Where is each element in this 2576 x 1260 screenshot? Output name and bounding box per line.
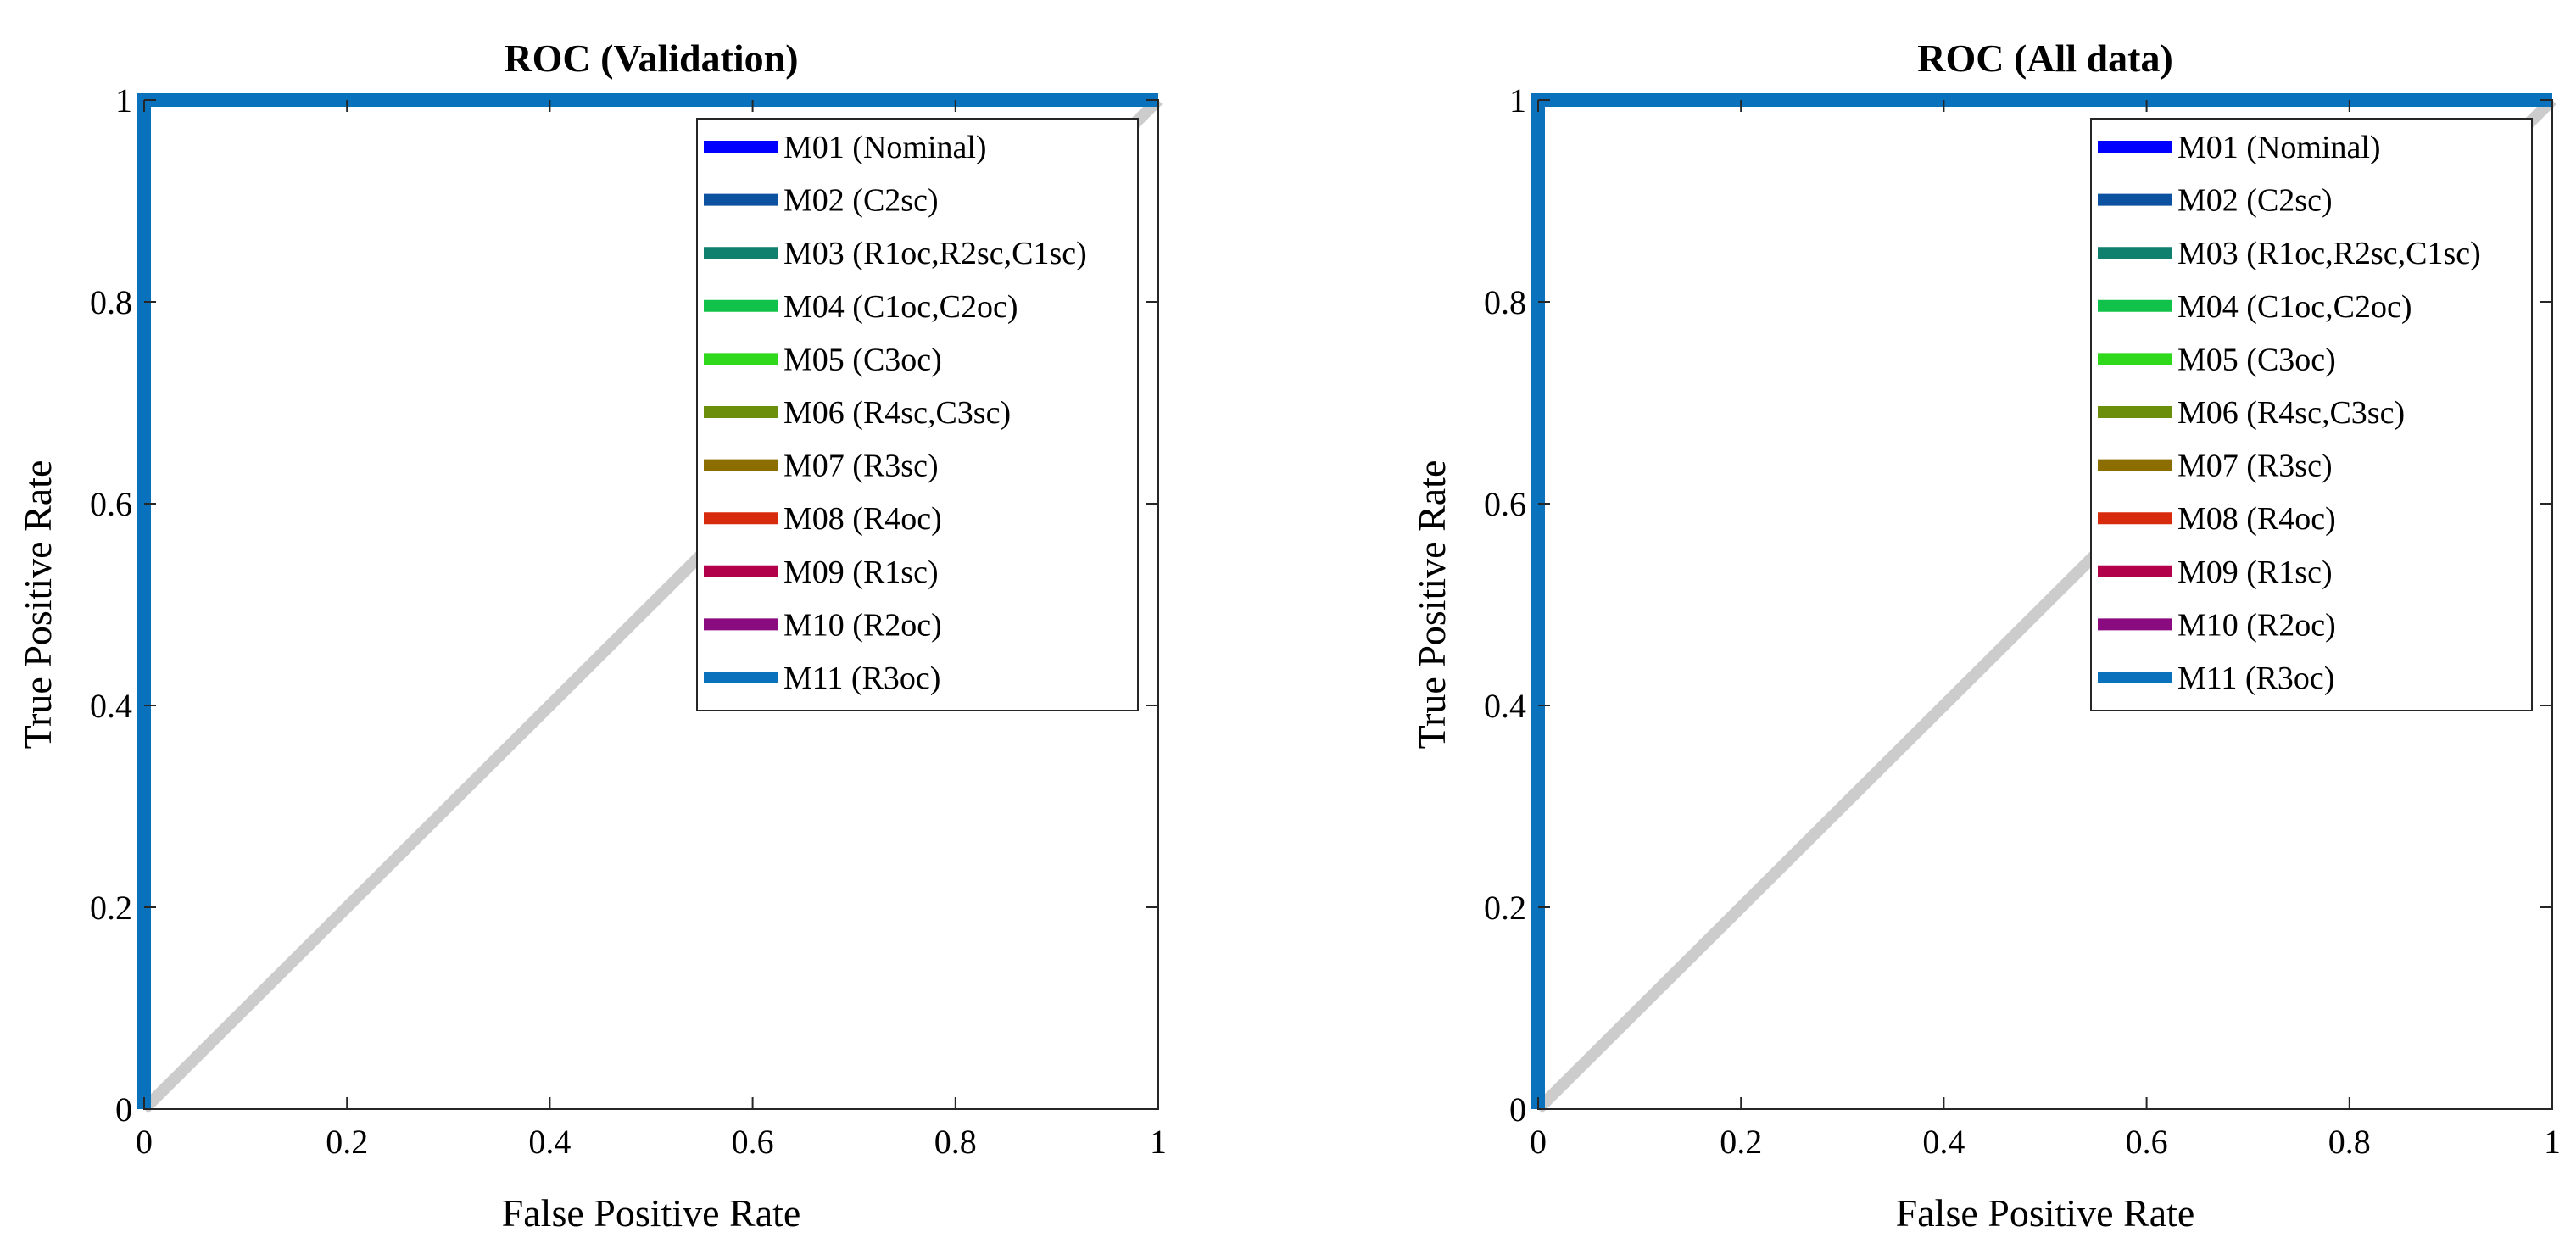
y-tick-label: 0	[1509, 1090, 1526, 1129]
y-tick-label: 0.4	[1484, 687, 1526, 725]
y-tick-label: 0	[115, 1090, 132, 1129]
roc-validation-panel: 0 0.2 0.4 0.6 0.8 1 0 0.2 0.4 0.6 0.8 1 ROC (Validat…	[16, 36, 1167, 1235]
y-tick-label: 0.6	[90, 485, 132, 523]
x-tick-label: 0.4	[528, 1123, 571, 1161]
y-axis-label: True Positive Rate	[16, 460, 59, 750]
chart-title: ROC (Validation)	[504, 36, 798, 80]
x-tick-label: 1	[2544, 1123, 2561, 1161]
legend-entry-10: M10 (R2oc)	[783, 607, 942, 643]
y-tick-label: 0.6	[1484, 485, 1526, 523]
legend: M01 (Nominal) M02 (C2sc) M03 (R1oc,R2sc,C1…	[696, 118, 1139, 711]
legend-entry-7: M07 (R3sc)	[783, 449, 939, 484]
legend-entry-3: M03 (R1oc,R2sc,C1sc)	[2177, 236, 2481, 271]
y-axis-label: True Positive Rate	[1410, 460, 1453, 750]
legend-entry-10: M10 (R2oc)	[2177, 607, 2336, 643]
legend-entry-6: M06 (R4sc,C3sc)	[783, 395, 1011, 431]
legend-entry-5: M05 (C3oc)	[783, 342, 942, 377]
y-tick-label: 0.4	[90, 687, 132, 725]
y-tick-label: 0.2	[1484, 889, 1526, 927]
legend-entry-11: M11 (R3oc)	[2177, 661, 2334, 696]
x-tick-label: 0	[1530, 1123, 1547, 1161]
y-tick-label: 1	[1509, 81, 1526, 120]
legend-entry-7: M07 (R3sc)	[2177, 449, 2333, 484]
x-tick-label: 0.2	[326, 1123, 368, 1161]
x-tick-label: 0	[136, 1123, 153, 1161]
chart-title: ROC (All data)	[1917, 36, 2173, 80]
y-tick-label: 1	[115, 81, 132, 120]
x-axis-label: False Positive Rate	[502, 1191, 801, 1235]
legend-entry-2: M02 (C2sc)	[2177, 183, 2333, 219]
legend-entry-9: M09 (R1sc)	[783, 555, 939, 590]
x-tick-label: 0.4	[1922, 1123, 1965, 1161]
x-tick-label: 1	[1150, 1123, 1167, 1161]
legend-entry-9: M09 (R1sc)	[2177, 555, 2333, 590]
legend-entry-6: M06 (R4sc,C3sc)	[2177, 395, 2405, 431]
x-tick-label: 0.6	[2126, 1123, 2168, 1161]
legend-entry-3: M03 (R1oc,R2sc,C1sc)	[783, 236, 1087, 271]
x-tick-label: 0.8	[934, 1123, 977, 1161]
x-axis-label: False Positive Rate	[1896, 1191, 2195, 1235]
legend-entry-11: M11 (R3oc)	[783, 661, 940, 696]
x-tick-label: 0.6	[732, 1123, 774, 1161]
x-tick-label: 0.8	[2328, 1123, 2371, 1161]
legend-entry-4: M04 (C1oc,C2oc)	[2177, 289, 2412, 325]
legend-entry-5: M05 (C3oc)	[2177, 342, 2336, 377]
x-tick-label: 0.2	[1720, 1123, 1762, 1161]
legend-entry-2: M02 (C2sc)	[783, 183, 939, 219]
y-tick-label: 0.8	[1484, 283, 1526, 321]
roc-all-data-panel: 0 0.2 0.4 0.6 0.8 1 0 0.2 0.4 0.6 0.8 1 ROC (All dat…	[1410, 36, 2561, 1235]
legend-entry-4: M04 (C1oc,C2oc)	[783, 289, 1018, 325]
y-tick-label: 0.8	[90, 283, 132, 321]
y-tick-label: 0.2	[90, 889, 132, 927]
legend-entry-8: M08 (R4oc)	[783, 501, 942, 537]
legend-entry-1: M01 (Nominal)	[2177, 130, 2381, 165]
legend: M01 (Nominal) M02 (C2sc) M03 (R1oc,R2sc,C1…	[2090, 118, 2533, 711]
legend-entry-1: M01 (Nominal)	[783, 130, 987, 165]
legend-entry-8: M08 (R4oc)	[2177, 501, 2336, 537]
